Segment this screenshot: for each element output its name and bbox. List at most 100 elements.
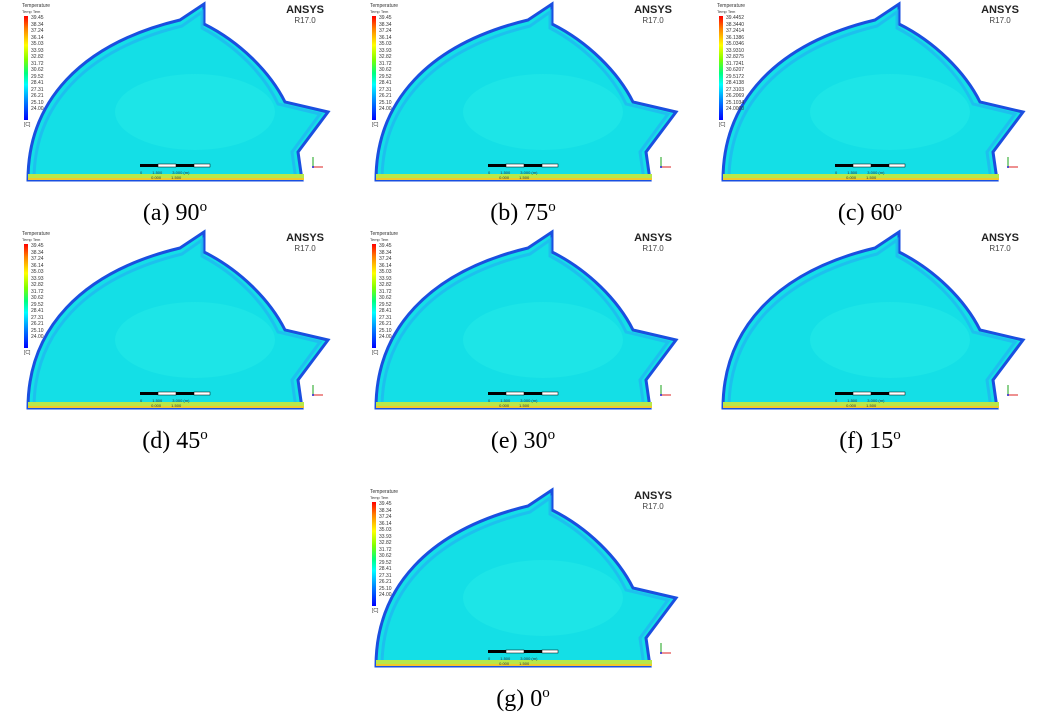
axis-triad-icon <box>660 385 671 396</box>
scale-label: 1.500 <box>519 403 530 408</box>
legend-colorbar <box>372 502 376 606</box>
legend-subtitle: Temp Tem <box>22 9 41 14</box>
legend-tick-label: 38.34 <box>379 507 392 514</box>
legend-tick-label: 30.62 <box>31 295 44 301</box>
scale-label: 3.000 (m) <box>172 170 190 175</box>
legend-tick-label: 33.93 <box>31 47 44 54</box>
legend-tick-label: 25.10 <box>31 327 44 334</box>
legend-title: Temperature <box>717 3 746 9</box>
scale-labels: 0 1.500 3.000 (m) 0.000 1.500 <box>835 170 884 180</box>
ansys-version: R17.0 <box>642 244 664 253</box>
temperature-field <box>721 229 1026 410</box>
legend-tick-label: 31.72 <box>379 60 392 67</box>
legend-tick-label: 24.00 <box>379 334 392 340</box>
contour-panel: Temperature Temp Tem 39.45 38.34 37.24 36.1… <box>368 487 679 718</box>
legend-unit: [C] <box>24 350 31 356</box>
scale-label: 0 <box>140 398 143 403</box>
ansys-version: R17.0 <box>642 16 664 25</box>
legend-title: Temperature <box>22 231 51 237</box>
legend-tick-label: 39.45 <box>379 501 392 507</box>
legend-tick-label: 38.3440 <box>726 21 745 28</box>
legend-tick-label: 26.2069 <box>726 93 745 99</box>
axis-triad-icon <box>1007 385 1018 396</box>
scale-label: 0 <box>140 170 143 175</box>
legend-colorbar <box>24 16 28 120</box>
legend-tick-label: 36.14 <box>379 520 392 527</box>
scale-label: 0 <box>488 656 491 661</box>
legend-tick-label: 37.2414 <box>726 28 745 34</box>
legend-tick-label: 37.24 <box>31 28 44 34</box>
legend-tick-label: 29.52 <box>379 301 392 308</box>
temperature-field <box>26 229 331 410</box>
color-legend: Temperature Temp Tem 39.45 38.34 37.24 36.1… <box>370 490 398 615</box>
scale-label: 3.000 (m) <box>867 170 885 175</box>
legend-tick-label: 39.45 <box>379 243 392 249</box>
legend-tick-label: 30.62 <box>31 67 44 73</box>
ansys-logo: ANSYS R17.0 <box>286 4 324 25</box>
legend-tick-label: 24.00 <box>379 106 392 112</box>
legend-tick-label: 32.82 <box>31 54 44 60</box>
dome-contour-plot <box>374 229 679 410</box>
legend-tick-label: 39.4452 <box>726 15 745 21</box>
scale-label: 1.500 <box>866 175 877 180</box>
legend-tick-label: 33.93 <box>379 533 392 540</box>
contour-panel: Temperature Temp Tem 39.45 38.34 37.24 36.1… <box>368 1 679 232</box>
scale-labels: 0 1.500 3.000 (m) 0.000 1.500 <box>835 398 884 408</box>
legend-tick-label: 33.93 <box>31 275 44 282</box>
legend-tick-label: 38.34 <box>31 249 44 256</box>
ansys-brand: ANSYS <box>286 4 324 16</box>
scale-label: 0 <box>835 170 838 175</box>
scale-label: 3.000 (m) <box>520 656 538 661</box>
temperature-field <box>374 1 679 182</box>
legend-tick-label: 28.4138 <box>726 80 745 86</box>
panel-caption: (a) 90o <box>20 192 330 228</box>
caption-text: (c) 60 <box>837 200 895 226</box>
legend-tick-label: 30.62 <box>379 295 392 301</box>
legend-tick-label: 32.82 <box>379 540 392 546</box>
panel-caption: (e) 30o <box>368 420 678 456</box>
scale-label: 0.000 <box>846 175 857 180</box>
ansys-logo: ANSYS R17.0 <box>286 232 324 253</box>
contour-panel: ANSYS R17.0 0 1.500 3.000 (m) 0.000 1.50… <box>715 229 1026 460</box>
legend-tick-label: 39.45 <box>31 243 44 249</box>
legend-tick-label: 24.0000 <box>726 106 745 112</box>
legend-tick-label: 36.14 <box>31 34 44 41</box>
ansys-brand: ANSYS <box>634 490 672 502</box>
color-legend: Temperature Temp Tem 39.45 38.34 37.24 36.1… <box>370 231 399 357</box>
legend-tick-label: 30.62 <box>379 553 392 559</box>
legend-tick-label: 27.31 <box>379 314 392 321</box>
legend-unit: [C] <box>24 122 31 128</box>
panel-caption: (c) 60o <box>715 192 1025 228</box>
legend-tick-label: 28.41 <box>379 80 392 86</box>
panel-caption: (d) 45o <box>20 420 330 456</box>
legend-title: Temperature <box>370 231 399 237</box>
dome-contour-plot <box>374 487 679 668</box>
scale-label: 3.000 (m) <box>172 398 190 403</box>
legend-tick-label: 32.82 <box>379 282 392 288</box>
panel-caption: (b) 75o <box>368 192 678 228</box>
legend-tick-label: 31.72 <box>379 288 392 295</box>
legend-colorbar <box>24 244 28 348</box>
legend-tick-label: 25.1034 <box>726 99 745 106</box>
scale-label: 0.000 <box>151 175 162 180</box>
legend-tick-label: 38.34 <box>379 21 392 28</box>
scale-label: 0 <box>488 170 491 175</box>
legend-tick-label: 27.3103 <box>726 86 745 93</box>
contour-panel: Temperature Temp Tem 39.4452 38.3440 37.24… <box>715 1 1026 232</box>
legend-tick-label: 30.6207 <box>726 67 745 73</box>
legend-tick-label: 36.1386 <box>726 34 745 41</box>
dome-contour-plot <box>26 1 331 182</box>
scale-label: 1.500 <box>171 175 182 180</box>
legend-tick-label: 38.34 <box>379 249 392 256</box>
dome-contour-plot <box>26 229 331 410</box>
legend-subtitle: Temp Tem <box>22 237 41 242</box>
scale-labels: 0 1.500 3.000 (m) 0.000 1.500 <box>488 170 537 180</box>
legend-subtitle: Temp Tem <box>370 495 389 500</box>
scale-label: 1.500 <box>152 398 163 403</box>
scale-bar <box>488 163 559 168</box>
legend-tick-label: 31.72 <box>31 288 44 295</box>
temperature-field <box>374 229 679 410</box>
scale-label: 1.500 <box>152 170 163 175</box>
legend-tick-label: 35.03 <box>31 269 44 275</box>
scale-label: 0 <box>835 398 838 403</box>
